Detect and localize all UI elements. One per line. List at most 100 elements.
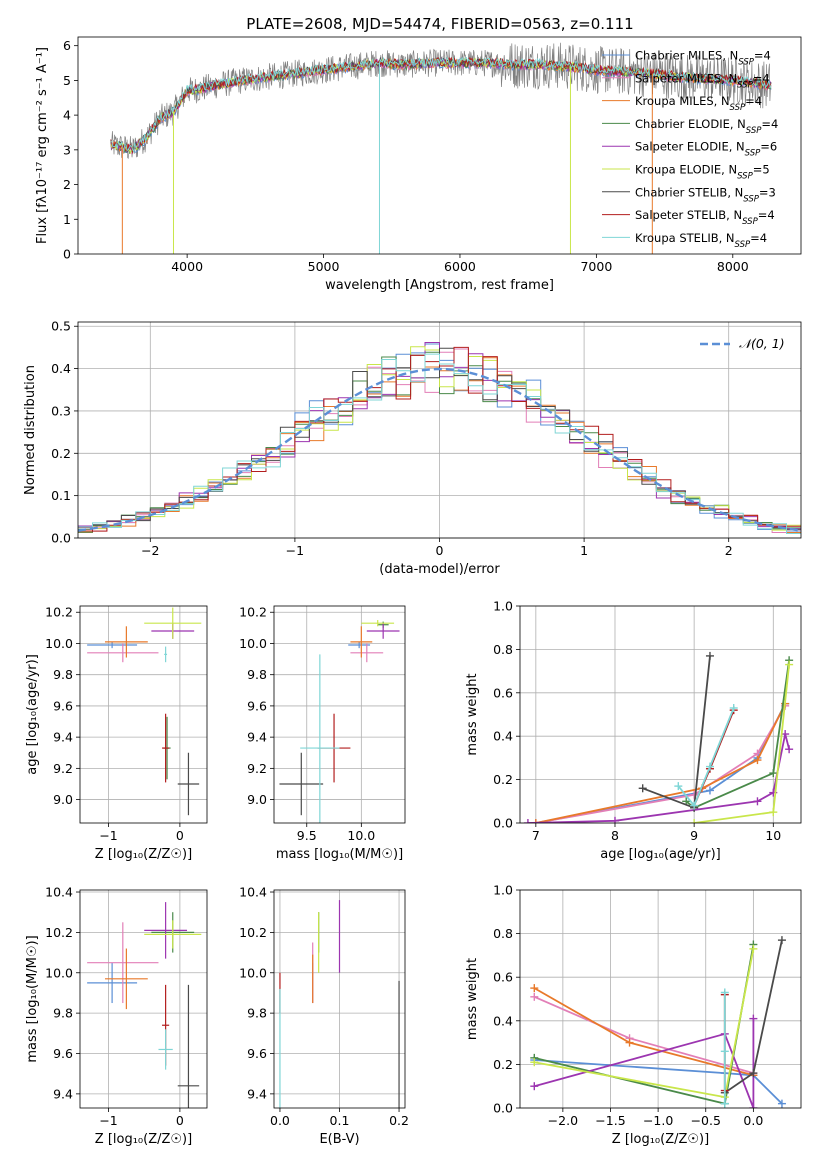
y-tick-label: 9.4	[247, 1086, 267, 1101]
y-tick-label: 9.2	[53, 761, 73, 776]
series-marker-kroupa-elodie	[530, 1058, 539, 1067]
series-line-chabrier-stelib	[642, 655, 711, 810]
model-line-salpeter-stelib	[110, 56, 772, 154]
y-tick-label: 1.0	[493, 599, 513, 614]
y-tick-label: 0.2	[493, 772, 513, 787]
y-tick-label: 9.6	[53, 1046, 73, 1061]
x-axis-label: Z [log₁₀(Z/Z☉)]	[95, 847, 192, 862]
y-axis-label: mass [log₁₀(M/M☉)]	[25, 935, 40, 1062]
y-tick-label: 3	[63, 142, 71, 157]
x-tick-label: −1.5	[595, 1113, 625, 1128]
series-marker-salpeter-elodie	[530, 1082, 539, 1091]
series-marker-chabrier-stelib	[777, 936, 786, 945]
point-salpeter-miles	[350, 643, 384, 663]
spectrum-legend: Chabrier MILES, NSSP=4 Salpeter MILES, NS…	[602, 49, 778, 250]
series-marker-salpeter-elodie	[749, 1014, 758, 1023]
panel-mass-weight-vs-z: −2.0 −1.5 −1.0 −0.5 0.0 0.0 0.2 0.4 0.6 0.8 1.0 Z […	[465, 883, 802, 1147]
x-tick-label: 6000	[444, 259, 476, 274]
y-tick-label: 9.6	[53, 698, 73, 713]
y-tick-label: 9.4	[53, 1086, 73, 1101]
legend-label-normal: 𝒩(0, 1)	[739, 336, 785, 351]
series-marker-kroupa-stelib	[705, 762, 714, 771]
data-layer	[110, 42, 772, 254]
series-marker-salpeter-elodie	[749, 1104, 758, 1108]
x-axis-label: wavelength [Angstrom, rest frame]	[325, 278, 554, 293]
x-tick-label: −1	[99, 828, 117, 843]
data-layer	[87, 607, 202, 816]
y-tick-label: 0.8	[493, 926, 513, 941]
y-axis-label: Normed distribution	[23, 365, 38, 495]
x-tick-label: 0	[436, 543, 444, 558]
series-marker-chabrier-miles	[777, 1099, 786, 1108]
legend-label-salpeter-stelib: Salpeter STELIB, NSSP=4	[635, 208, 775, 227]
series-marker-kroupa-elodie	[769, 808, 778, 817]
series-marker-chabrier-elodie	[769, 769, 778, 778]
y-tick-label: 0	[63, 247, 71, 262]
y-tick-label: 5	[63, 73, 71, 88]
x-tick-label: 0.1	[330, 1113, 350, 1128]
y-tick-label: 9.8	[53, 1006, 73, 1021]
x-tick-label: 0.0	[270, 1113, 290, 1128]
point-salpeter-elodie	[366, 623, 400, 639]
panel-mass-vs-z: −1 0 9.4 9.6 9.8 10.0 10.2 10.4 Z [log₁₀(Z/Z☉)] m…	[25, 885, 208, 1147]
series-line-salpeter-elodie	[534, 1018, 755, 1108]
series-marker-kroupa-elodie	[785, 660, 794, 669]
series-line-chabrier-elodie	[685, 660, 790, 809]
series-marker-kroupa-stelib	[720, 988, 729, 997]
panel-age-vs-z: −1 0 9.0 9.2 9.4 9.6 9.8 10.0 10.2 Z [log₁₀(Z/Z☉)…	[25, 605, 208, 862]
series-marker-kroupa-miles	[753, 756, 762, 765]
point-chabrier-miles	[87, 962, 138, 1004]
y-tick-label: 0.2	[493, 1057, 513, 1072]
x-tick-label: 0	[176, 828, 184, 843]
panel-residuals: −2 −1 0 1 2 0.0 0.1 0.2 0.3 0.4 0.5 (data-model)/er…	[23, 319, 802, 577]
point-kroupa-elodie	[144, 607, 202, 639]
y-axis-label: age [log₁₀(age/yr)]	[25, 654, 40, 775]
data-layer	[87, 902, 202, 1108]
series-line-kroupa-stelib	[677, 707, 735, 808]
y-axis-label: mass weight	[465, 673, 480, 755]
x-tick-label: −1.0	[643, 1113, 673, 1128]
y-tick-label: 10.4	[239, 885, 267, 900]
legend-label-chabrier-elodie: Chabrier ELODIE, NSSP=4	[635, 117, 778, 136]
legend-label-chabrier-stelib: Chabrier STELIB, NSSP=3	[635, 185, 776, 204]
x-tick-label: −0.5	[691, 1113, 721, 1128]
x-axis-label: E(B-V)	[319, 1132, 359, 1147]
x-tick-label: 10.0	[347, 828, 375, 843]
series-line-kroupa-miles	[535, 703, 787, 823]
series-line-chabrier-miles	[534, 1059, 783, 1105]
x-tick-label: −1	[286, 543, 304, 558]
y-tick-label: 0.0	[493, 816, 513, 831]
y-tick-label: 0.4	[493, 729, 513, 744]
x-axis-label: mass [log₁₀(M/M☉)]	[276, 847, 403, 862]
point-kroupa-stelib	[158, 1029, 173, 1070]
y-tick-label: 9.4	[53, 730, 73, 745]
x-tick-label: 7	[532, 828, 540, 843]
y-tick-label: 2	[63, 177, 71, 192]
point-kroupa-stelib	[300, 654, 340, 823]
y-tick-label: 9.6	[247, 698, 267, 713]
y-tick-label: 9.8	[247, 1006, 267, 1021]
y-tick-label: 10.0	[239, 965, 267, 980]
figure-title: PLATE=2608, MJD=54474, FIBERID=0563, z=0…	[246, 15, 633, 33]
y-tick-label: 0.0	[51, 531, 71, 546]
x-axis-label: (data-model)/error	[379, 562, 500, 577]
x-axis-label: age [log₁₀(age/yr)]	[600, 847, 721, 862]
histogram-kroupa-stelib	[78, 353, 801, 534]
point-salpeter-stelib	[162, 713, 170, 783]
series-marker-kroupa-stelib	[720, 1099, 729, 1108]
point-kroupa-elodie	[361, 620, 395, 627]
legend-label-salpeter-miles: Salpeter MILES, NSSP=4	[635, 71, 770, 90]
y-tick-label: 10.2	[239, 605, 267, 620]
legend-label-kroupa-elodie: Kroupa ELODIE, NSSP=5	[635, 163, 770, 182]
y-tick-label: 0.1	[51, 488, 71, 503]
legend-label-kroupa-stelib: Kroupa STELIB, NSSP=4	[635, 231, 767, 250]
y-tick-label: 10.2	[45, 925, 73, 940]
point-chabrier-stelib	[279, 752, 324, 816]
x-tick-label: 2	[725, 543, 733, 558]
series-marker-kroupa-stelib	[720, 1047, 729, 1056]
point-kroupa-elodie	[144, 920, 202, 949]
series-line-salpeter-elodie	[527, 733, 790, 823]
panel-mass-weight-vs-age: 7 8 9 10 0.0 0.2 0.4 0.6 0.8 1.0 age [log₁₀(age/yr…	[465, 599, 802, 862]
panel-mass-vs-ebv: 0.0 0.1 0.2 9.4 9.6 9.8 10.0 10.2 10.4 E(B-V)	[239, 885, 409, 1147]
x-tick-label: 9.5	[297, 828, 317, 843]
